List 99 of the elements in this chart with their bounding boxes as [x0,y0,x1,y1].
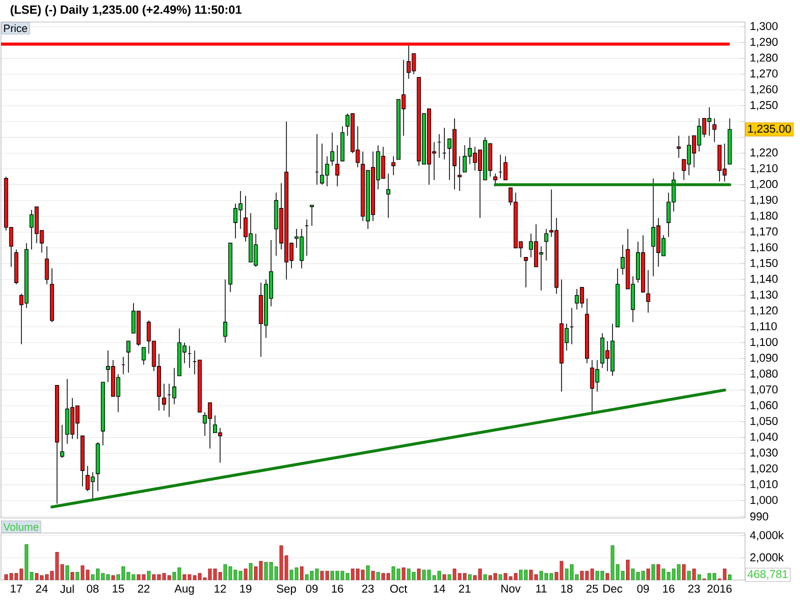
x-tick-label: 09 [637,584,649,593]
bar [606,573,610,580]
bar [682,564,686,580]
x-tick-label: 25 [586,584,598,593]
candlestick [391,156,396,176]
y-tick-label: 1,290 [750,38,778,48]
x-tick-label: 12 [214,584,226,593]
y-tick-label: 1,130 [750,290,778,300]
y-tick-label: 4,000k [750,530,784,540]
candlestick [223,279,228,344]
x-tick-label: 17 [10,584,22,593]
bar [697,574,701,580]
y-tick-label: 1,000 [750,496,778,506]
x-tick-label: Oct [390,584,408,593]
y-tick-label: 2,000k [750,552,784,563]
bar [483,574,487,580]
x-tick-label: 09 [306,584,318,593]
y-tick-label: 1,280 [750,54,778,63]
y-tick-label: 1,300 [750,22,778,32]
chart-subtitle: Price [4,24,28,32]
candlestick [330,132,334,166]
y-tick-label: 1,060 [750,401,778,411]
y-tick-label: 1,090 [750,354,778,364]
x-tick-label: 23 [688,584,700,593]
y-tick-label: 1,150 [750,259,778,268]
candlestick [142,347,146,366]
y-tick-label: 1,120 [750,306,778,316]
candlestick [676,135,681,158]
x-tick-label: Dec [603,584,622,593]
candlestick [524,256,528,288]
candlestick [386,173,390,218]
x-tick-label: 16 [663,584,674,593]
x-tick-label: 16 [332,584,344,593]
candlestick [646,270,650,314]
y-tick-label: 1,140 [750,274,778,284]
y-tick-label: 1,080 [750,370,778,379]
y-tick-label: 1,070 [750,385,778,395]
bar [76,572,80,580]
x-tick-label: 08 [86,584,99,593]
x-tick-label: Nov [501,584,521,593]
y-tick-label: 1,020 [750,464,778,474]
bar [442,574,446,580]
y-tick-label: 1,260 [750,85,778,95]
y-tick-label: 1,190 [750,196,778,206]
y-tick-label: 1,030 [750,448,778,458]
candlestick [493,173,498,187]
bar [656,564,660,580]
candlestick [712,118,716,142]
bar [60,564,64,580]
x-tick-label: 2016 [707,584,732,593]
x-tick-label: Jul [60,584,74,594]
chart-title: Volume [3,522,38,531]
x-tick-label: 15 [112,584,124,593]
y-tick-label: 990 [750,512,768,520]
bar [626,560,630,580]
candlestick [544,228,548,261]
y-tick-label: 1,050 [750,416,778,426]
x-tick-label: 21 [458,584,470,593]
x-tick-label: 19 [240,584,252,593]
y-tick-label: 1,250 [750,101,778,110]
bar [651,564,656,580]
bar [320,570,324,580]
bar [498,574,502,580]
x-tick-label: Sep [276,584,296,595]
candlestick [335,144,340,187]
x-tick-label: 14 [434,584,446,593]
y-tick-label: 1,220 [750,148,778,158]
y-tick-label: 1,180 [750,212,778,221]
bar [300,566,304,580]
candlestick [44,246,49,285]
candlestick [126,340,130,374]
bar [366,565,370,580]
x-tick-label: Aug [174,584,194,595]
bar [468,574,472,580]
x-tick-label: 22 [138,584,150,593]
x-tick-label: 24 [36,584,48,593]
x-tick-label: 18 [561,584,572,593]
bar [376,572,380,580]
x-tick-label: 23 [362,584,374,593]
y-tick-label: 1,010 [750,480,778,490]
candlestick [162,383,166,411]
y-tick-label: 1,270 [750,69,778,79]
y-tick-label: 1,160 [750,243,778,253]
x-tick-label: 11 [536,584,546,593]
bar [402,568,406,580]
bar [70,572,74,580]
y-tick-label: 1,110 [750,322,777,332]
y-tick-label: 1,100 [750,338,778,348]
bar [325,570,329,580]
y-tick-label: 1,170 [750,227,778,237]
text: 1,235.00 [748,124,791,134]
candlestick [60,424,64,458]
y-tick-label: 1,040 [750,432,778,442]
chart-title: (LSE) (-) Daily 1,235.00 (+2.49%) 11:50:01 [10,5,242,16]
y-tick-label: 1,200 [750,180,778,190]
candlestick [458,156,462,192]
candlestick [310,204,314,226]
y-tick-label: 1,210 [750,164,778,174]
text: 468,781 [748,570,788,580]
